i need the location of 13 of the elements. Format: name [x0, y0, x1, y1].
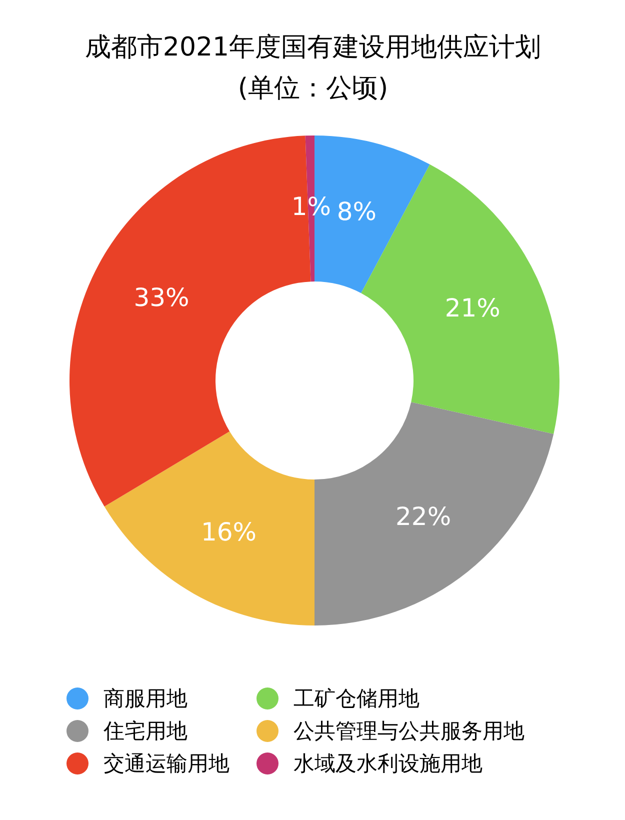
legend-label: 水域及水利设施用地 [294, 752, 482, 776]
data-label: 16% [200, 517, 257, 546]
chart-title: 成都市2021年度国有建设用地供应计划 [84, 32, 542, 62]
data-label: 8% [336, 197, 377, 226]
data-label: 33% [134, 283, 190, 312]
legend-label: 公共管理与公共服务用地 [294, 719, 524, 743]
legend-label: 商服用地 [104, 686, 188, 710]
chart-subtitle: (单位：公顷) [238, 74, 388, 104]
legend-label: 工矿仓储用地 [294, 686, 420, 710]
legend-label: 交通运输用地 [104, 752, 230, 776]
legend-label: 住宅用地 [102, 719, 188, 743]
data-label: 22% [396, 502, 452, 531]
data-label: 21% [444, 293, 500, 322]
